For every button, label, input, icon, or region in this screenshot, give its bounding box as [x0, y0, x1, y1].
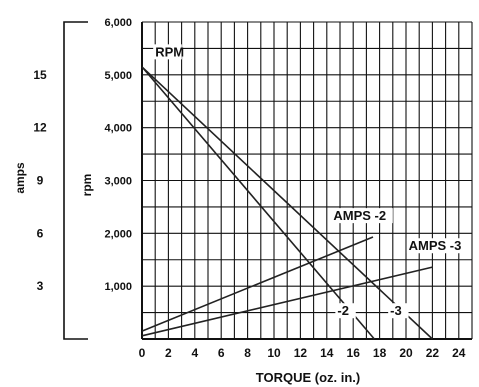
x-tick-label: 4: [191, 346, 198, 360]
rpm-tick-label: 5,000: [104, 70, 132, 82]
rpm-tick-label: 4,000: [104, 123, 132, 135]
annotation-background: [335, 303, 356, 319]
series-line: [141, 266, 433, 337]
chart-grid: [141, 21, 473, 340]
x-tick-label: 0: [139, 346, 146, 360]
rpm-tick-label: 3,000: [104, 176, 132, 188]
chart-ticks: 0 2 4 6 8 10 12 14 16 18 20 22 246,0005,0004,0003,00…: [33, 17, 465, 360]
annotation-background: [331, 208, 393, 224]
x-tick-label: 20: [399, 346, 413, 360]
series-line: [141, 66, 433, 340]
annotation-label: -2: [337, 303, 349, 318]
x-axis-label: TORQUE (oz. in.): [256, 370, 360, 385]
amps-tick-label: 12: [33, 121, 47, 135]
annotation-label: AMPS -2: [333, 208, 386, 223]
x-tick-label: 8: [244, 346, 251, 360]
amps-tick-label: 15: [33, 68, 47, 82]
amps-tick-label: 9: [37, 174, 44, 188]
annotation-label: -3: [390, 303, 402, 318]
rpm-tick-label: 6,000: [104, 17, 132, 29]
axis-bracket: [63, 21, 88, 340]
rpm-tick-label: 2,000: [104, 228, 132, 240]
annotation-background: [153, 44, 182, 60]
amps-tick-label: 3: [37, 279, 44, 293]
amps-tick-label: 6: [37, 226, 44, 240]
chart-series: [141, 66, 433, 340]
series-line: [141, 236, 374, 332]
rpm-tick-label: 1,000: [104, 281, 132, 293]
x-tick-label: 2: [165, 346, 172, 360]
y-axis-label-amps: amps: [13, 162, 27, 194]
annotation-background: [406, 238, 469, 254]
x-tick-label: 16: [347, 346, 361, 360]
x-tick-label: 14: [320, 346, 334, 360]
annotation-label: AMPS -3: [409, 238, 462, 253]
x-tick-label: 12: [294, 346, 308, 360]
series-line: [141, 66, 375, 340]
x-tick-label: 24: [452, 346, 466, 360]
annotation-background: [388, 303, 409, 319]
x-tick-label: 10: [267, 346, 281, 360]
annotation-label: RPM: [155, 44, 184, 59]
x-tick-label: 18: [373, 346, 387, 360]
chart-annotations: RPM AMPS -2 AMPS -3 -2 -3: [153, 44, 469, 319]
y-axis-label-rpm: rpm: [80, 174, 94, 197]
x-tick-label: 22: [426, 346, 440, 360]
x-tick-label: 6: [218, 346, 225, 360]
